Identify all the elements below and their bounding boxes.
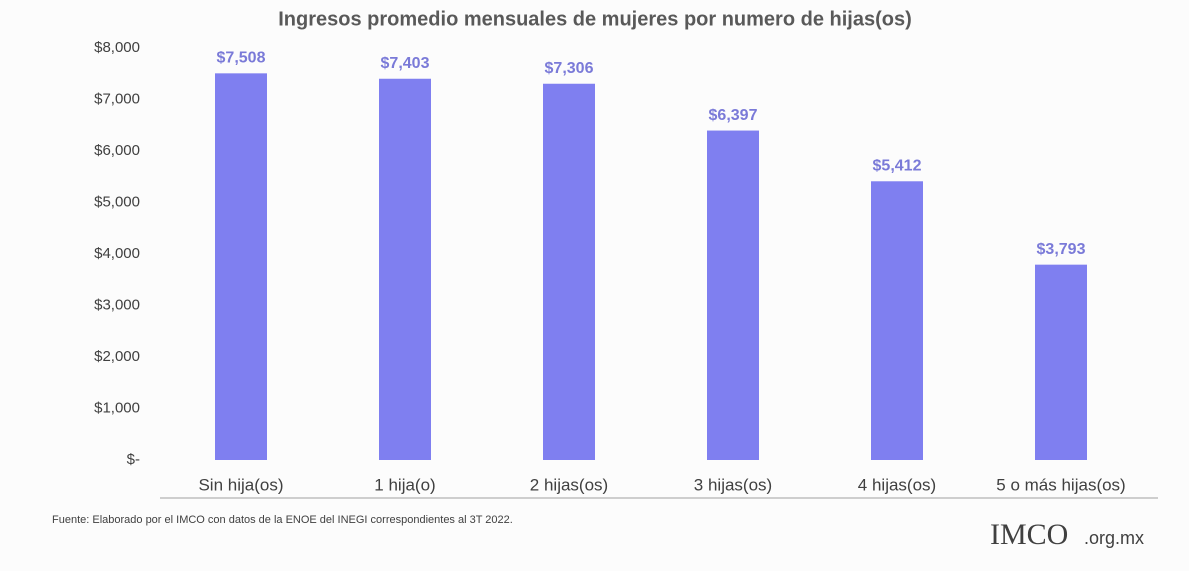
x-tick-label: 2 hijas(os) [530,475,608,494]
x-tick-label: 4 hijas(os) [858,475,936,494]
value-label: $7,403 [381,55,430,72]
chart: Ingresos promedio mensuales de mujeres p… [0,0,1189,571]
x-tick-label: 5 o más hijas(os) [996,475,1125,494]
y-tick-label: $7,000 [94,90,140,107]
y-tick-label: $3,000 [94,296,140,313]
y-tick-label: $4,000 [94,245,140,262]
y-tick-label: $5,000 [94,193,140,210]
y-tick-label: $- [127,451,140,468]
bar [379,79,431,460]
value-label: $7,306 [545,60,594,77]
y-tick-label: $8,000 [94,39,140,56]
x-tick-label: 3 hijas(os) [694,475,772,494]
bar [707,131,759,460]
bar [871,181,923,460]
y-tick-label: $1,000 [94,399,140,416]
x-tick-label: Sin hija(os) [198,475,283,494]
chart-title: Ingresos promedio mensuales de mujeres p… [278,8,912,30]
source-note: Fuente: Elaborado por el IMCO con datos … [52,514,513,526]
logo-suffix: .org.mx [1084,528,1144,548]
value-label: $7,508 [217,50,266,67]
bar [215,73,267,460]
value-label: $3,793 [1037,241,1086,258]
y-tick-label: $2,000 [94,348,140,365]
x-tick-label: 1 hija(o) [374,475,435,494]
y-tick-label: $6,000 [94,142,140,159]
bar [543,84,595,460]
value-label: $5,412 [873,158,922,175]
logo: IMCO [990,518,1068,551]
value-label: $6,397 [709,107,758,124]
bar [1035,265,1087,460]
